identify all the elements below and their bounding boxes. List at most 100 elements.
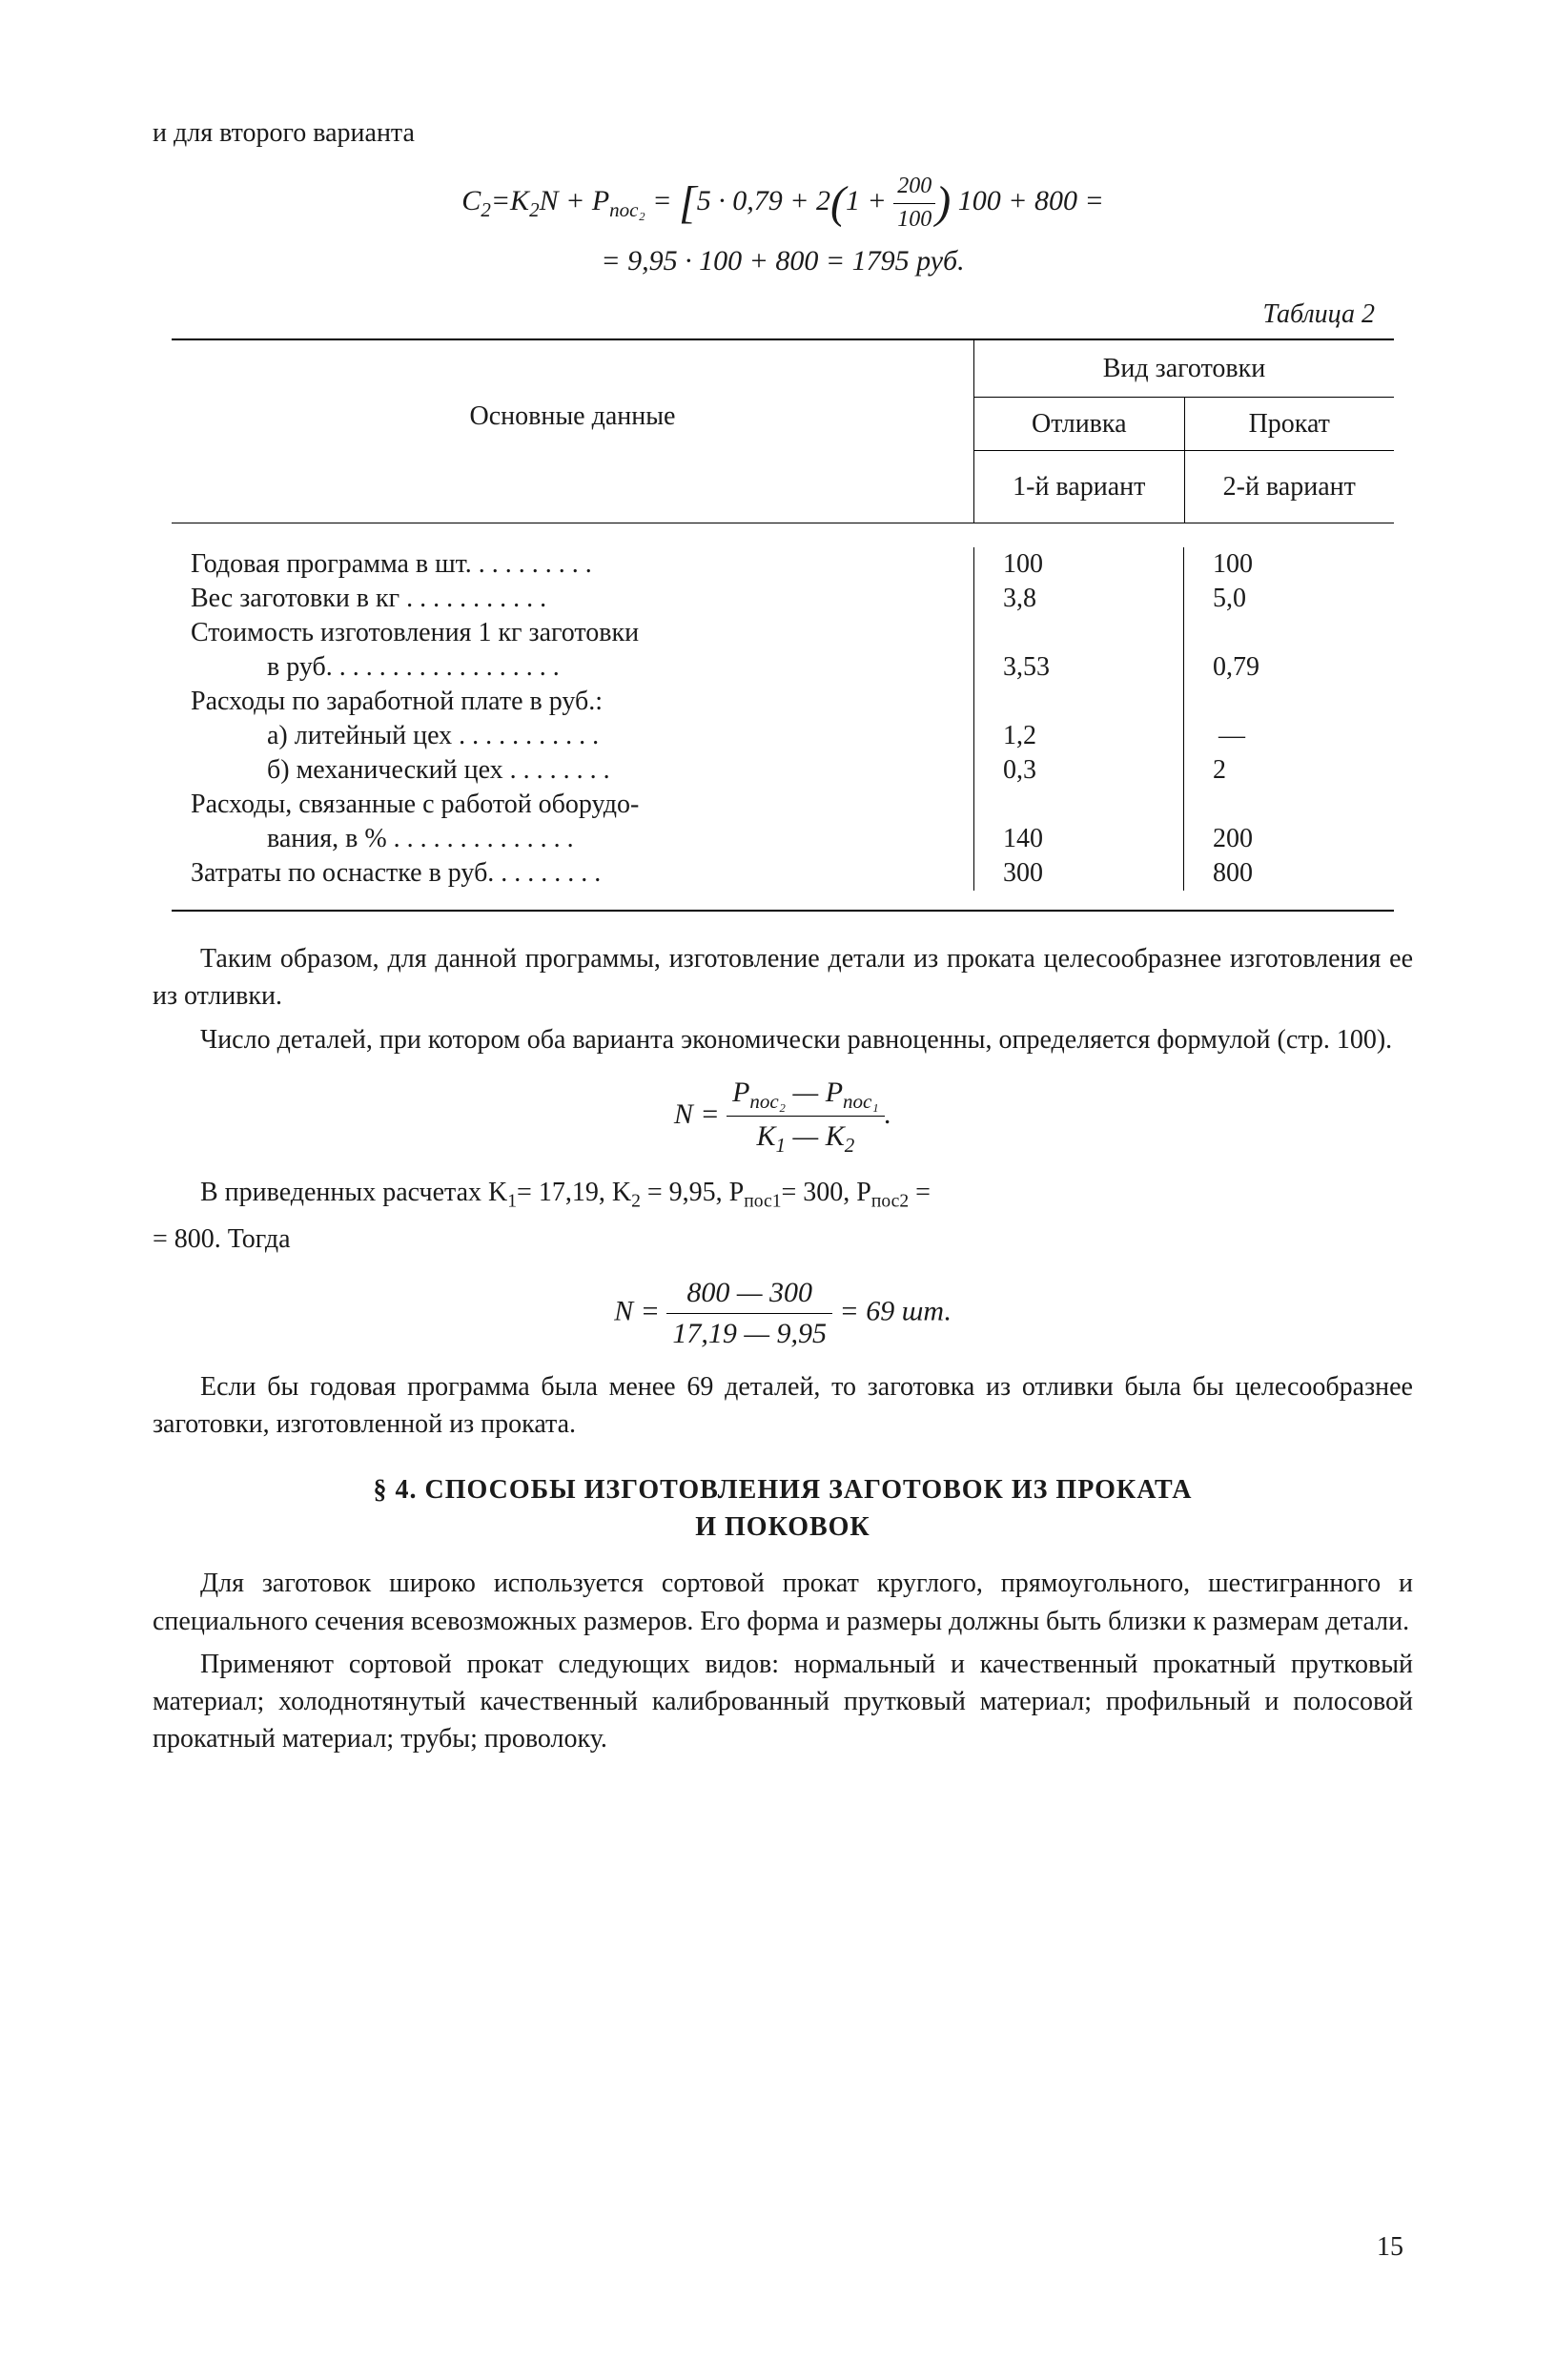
header-main: Основные данные	[172, 340, 974, 523]
page-number: 15	[1377, 2228, 1403, 2266]
f2-prefix: N =	[674, 1098, 727, 1129]
paragraph-5: Для заготовок широко используется сортов…	[153, 1565, 1413, 1639]
table-col-1: 1003,8 3,53 1,20,3 140300	[974, 547, 1184, 891]
f2-num: Pпос₂ — Pпос₁	[727, 1073, 885, 1117]
open-bracket-icon: [	[679, 177, 697, 228]
f2-fraction: Pпос₂ — Pпос₁K1 — K2	[727, 1073, 885, 1160]
f1-fraction: 200100	[893, 171, 935, 236]
row-value-1	[1003, 616, 1183, 650]
formula-1-line-2: = 9,95 · 100 + 800 = 1795 руб.	[153, 241, 1413, 281]
p3-pre: В приведенных расчетах K	[200, 1178, 507, 1207]
header-sub-2: Прокат	[1185, 398, 1395, 450]
row-value-1: 3,53	[1003, 650, 1183, 685]
row-label: вания, в % . . . . . . . . . . . . . .	[191, 822, 964, 856]
open-paren-icon: (	[830, 177, 846, 228]
paragraph-3: В приведенных расчетах K1= 17,19, K2 = 9…	[153, 1174, 1413, 1215]
f1-expr2: 1 +	[846, 185, 893, 216]
f3-suffix: = 69 шт.	[832, 1295, 952, 1326]
row-value-2	[1213, 788, 1394, 822]
header-var-2: 2-й вариант	[1185, 451, 1395, 523]
row-label: в руб. . . . . . . . . . . . . . . . . .	[191, 650, 964, 685]
f2-den-p1: K	[757, 1120, 776, 1152]
f1-frac-den: 100	[893, 204, 935, 236]
formula-2: N = Pпос₂ — Pпос₁K1 — K2.	[153, 1073, 1413, 1160]
row-label: Расходы, связанные с работой оборудо-	[191, 788, 964, 822]
f1-after: =	[645, 185, 679, 216]
section-heading-line-1: § 4. СПОСОБЫ ИЗГОТОВЛЕНИЯ ЗАГОТОВОК ИЗ П…	[153, 1471, 1413, 1508]
table-header: Основные данные Вид заготовки Отливка Пр…	[172, 340, 1394, 524]
row-label: Вес заготовки в кг . . . . . . . . . . .	[191, 582, 964, 616]
close-paren-icon: )	[935, 177, 951, 228]
table-body: Годовая программа в шт. . . . . . . . . …	[172, 523, 1394, 910]
data-table: Основные данные Вид заготовки Отливка Пр…	[172, 339, 1394, 913]
p3-s4: пос2	[871, 1192, 909, 1212]
table-labels-col: Годовая программа в шт. . . . . . . . . …	[172, 547, 974, 891]
paragraph-3-line2: = 800. Тогда	[153, 1221, 1413, 1258]
section-heading: § 4. СПОСОБЫ ИЗГОТОВЛЕНИЯ ЗАГОТОВОК ИЗ П…	[153, 1471, 1413, 1546]
f3-fraction: 800 — 30017,19 — 9,95	[666, 1273, 832, 1354]
row-label: Расходы по заработной плате в руб.:	[191, 685, 964, 719]
formula-1: C2=K2N + Pпос₂ = [5 · 0,79 + 2(1 + 20010…	[153, 171, 1413, 281]
f1-sub1: 2	[481, 198, 491, 221]
p3-s1: 1	[507, 1192, 517, 1212]
table-label: Таблица 2	[153, 296, 1413, 333]
f2-den-s1: 1	[776, 1134, 787, 1157]
paragraph-6: Применяют сортовой прокат следующих видо…	[153, 1646, 1413, 1758]
intro-text: и для второго варианта	[153, 114, 1413, 152]
f2-num-s1: пос₂	[749, 1090, 786, 1113]
f1-sub2: 2	[529, 198, 540, 221]
header-group-title: Вид заготовки	[974, 340, 1394, 398]
header-var-1: 1-й вариант	[974, 451, 1185, 523]
p3-m2: = 9,95, P	[641, 1178, 744, 1207]
row-label: а) литейный цех . . . . . . . . . . .	[191, 719, 964, 753]
paragraph-1: Таким образом, для данной программы, изг…	[153, 940, 1413, 1015]
p3-m1: = 17,19, K	[517, 1178, 631, 1207]
row-label: б) механический цех . . . . . . . .	[191, 753, 964, 788]
row-value-1: 3,8	[1003, 582, 1183, 616]
row-value-1	[1003, 788, 1183, 822]
row-value-2	[1213, 616, 1394, 650]
f1-mid: N + P	[540, 185, 610, 216]
row-value-2	[1213, 685, 1394, 719]
row-label: Годовая программа в шт. . . . . . . . . …	[191, 547, 964, 582]
formula-1-line-1: C2=K2N + Pпос₂ = [5 · 0,79 + 2(1 + 20010…	[153, 171, 1413, 236]
row-label: Стоимость изготовления 1 кг заготовки	[191, 616, 964, 650]
row-value-2: 100	[1213, 547, 1394, 582]
row-value-1: 100	[1003, 547, 1183, 582]
row-value-2: 200	[1213, 822, 1394, 856]
paragraph-2: Число деталей, при котором оба варианта …	[153, 1021, 1413, 1058]
formula-3: N = 800 — 30017,19 — 9,95 = 69 шт.	[153, 1273, 1413, 1354]
f2-num-p1: P	[732, 1077, 749, 1108]
header-group: Вид заготовки Отливка Прокат 1-й вариант…	[974, 340, 1394, 523]
f2-den-p2: — K	[786, 1120, 845, 1152]
row-value-1	[1003, 685, 1183, 719]
f3-den: 17,19 — 9,95	[666, 1314, 832, 1354]
table-col-2: 1005,00,79—2200800	[1184, 547, 1394, 891]
f3-prefix: N =	[614, 1295, 666, 1326]
row-label: Затраты по оснастке в руб. . . . . . . .…	[191, 856, 964, 891]
f2-den: K1 — K2	[727, 1117, 885, 1159]
f1-expr3: 100 + 800 =	[951, 185, 1104, 216]
f1-expr1: 5 · 0,79 + 2	[697, 185, 830, 216]
f3-num: 800 — 300	[666, 1273, 832, 1314]
paragraph-4: Если бы годовая программа была менее 69 …	[153, 1368, 1413, 1443]
row-value-1: 300	[1003, 856, 1183, 891]
row-value-2: 2	[1213, 753, 1394, 788]
row-value-1: 0,3	[1003, 753, 1183, 788]
f2-num-p2: — P	[786, 1077, 843, 1108]
section-heading-line-2: И ПОКОВОК	[153, 1508, 1413, 1546]
row-value-1: 1,2	[1003, 719, 1183, 753]
row-value-2: 800	[1213, 856, 1394, 891]
header-subgroup: Отливка Прокат	[974, 398, 1394, 451]
row-value-2: 0,79	[1213, 650, 1394, 685]
f2-num-s2: пос₁	[843, 1090, 879, 1113]
header-sub-1: Отливка	[974, 398, 1185, 450]
f1-frac-num: 200	[893, 171, 935, 204]
f1-var: C	[461, 185, 481, 216]
f2-den-s2: 2	[845, 1134, 855, 1157]
p3-s2: 2	[631, 1192, 641, 1212]
row-value-1: 140	[1003, 822, 1183, 856]
header-variants: 1-й вариант 2-й вариант	[974, 451, 1394, 523]
f1-sub3: пос₂	[609, 198, 645, 221]
row-value-2: —	[1213, 719, 1394, 753]
